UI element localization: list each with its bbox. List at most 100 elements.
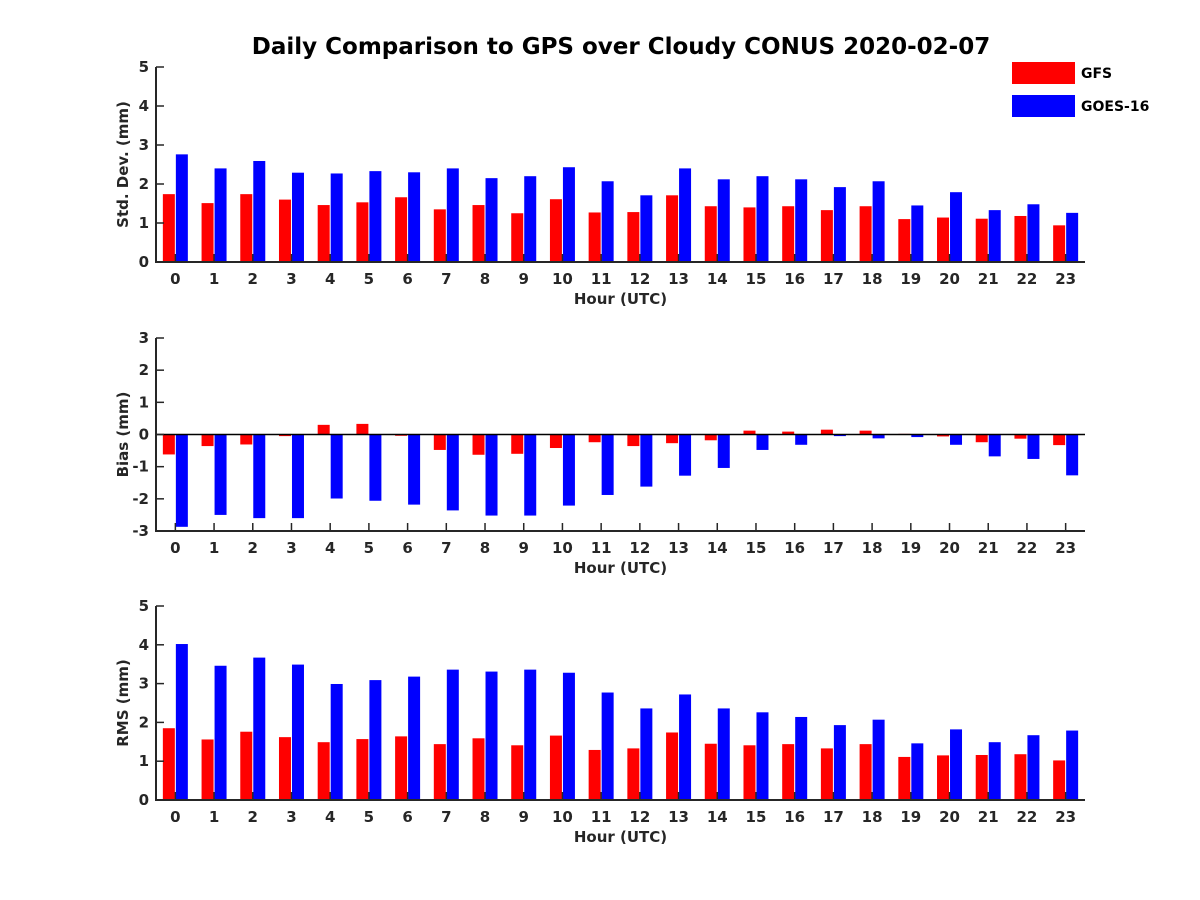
y-tick-label-0-2: 2 xyxy=(139,175,149,193)
bar-p1-gfs-h11 xyxy=(588,434,601,443)
bar-p2-gfs-h22 xyxy=(1014,754,1027,800)
bar-p1-goes16-h16 xyxy=(795,434,808,445)
bar-p1-goes16-h15 xyxy=(756,434,769,450)
x-tick-label-1-11: 11 xyxy=(591,539,612,557)
bar-p2-goes16-h11 xyxy=(601,692,614,800)
bar-p1-gfs-h9 xyxy=(511,434,524,454)
x-tick-label-1-4: 4 xyxy=(325,539,335,557)
x-axis-label-0: Hour (UTC) xyxy=(574,290,667,308)
bar-p0-gfs-h9 xyxy=(511,213,524,262)
bar-p0-gfs-h19 xyxy=(898,219,911,262)
bar-p2-gfs-h6 xyxy=(395,736,408,800)
x-tick-label-0-0: 0 xyxy=(170,270,180,288)
x-tick-label-0-3: 3 xyxy=(286,270,296,288)
bar-p2-gfs-h1 xyxy=(201,739,214,800)
bar-p2-goes16-h3 xyxy=(291,664,304,800)
bar-p2-gfs-h5 xyxy=(356,739,369,800)
bar-p1-gfs-h4 xyxy=(317,424,330,435)
bar-p2-gfs-h13 xyxy=(666,732,679,800)
x-tick-label-2-13: 13 xyxy=(668,808,689,826)
legend-label-0: GFS xyxy=(1081,66,1112,82)
bar-p2-gfs-h23 xyxy=(1053,760,1066,800)
y-tick-label-2-1: 1 xyxy=(139,752,149,770)
y-tick-label-2-0: 0 xyxy=(139,791,149,809)
x-tick-label-1-6: 6 xyxy=(402,539,412,557)
bar-p2-goes16-h12 xyxy=(640,708,653,800)
bar-p2-goes16-h23 xyxy=(1066,730,1079,800)
bar-p0-gfs-h11 xyxy=(588,212,601,262)
x-tick-label-0-17: 17 xyxy=(823,270,844,288)
x-tick-label-1-8: 8 xyxy=(480,539,490,557)
bar-p1-goes16-h20 xyxy=(950,434,963,445)
bar-p1-goes16-h18 xyxy=(872,434,885,439)
bar-p1-gfs-h23 xyxy=(1053,434,1066,446)
bar-p1-goes16-h17 xyxy=(833,434,846,437)
x-tick-label-2-23: 23 xyxy=(1055,808,1076,826)
x-tick-label-2-6: 6 xyxy=(402,808,412,826)
bar-p1-gfs-h21 xyxy=(975,434,988,443)
y-tick-label-0-1: 1 xyxy=(139,214,149,232)
bar-p1-gfs-h14 xyxy=(704,434,717,441)
bar-p2-gfs-h18 xyxy=(859,744,872,800)
x-axis-label-1: Hour (UTC) xyxy=(574,559,667,577)
bar-p2-gfs-h11 xyxy=(588,749,601,800)
bar-p0-gfs-h18 xyxy=(859,206,872,262)
y-tick-label-1-2: -1 xyxy=(132,458,149,476)
y-tick-label-0-4: 4 xyxy=(139,97,149,115)
bar-p1-goes16-h23 xyxy=(1066,434,1079,476)
y-tick-label-0-3: 3 xyxy=(139,136,149,154)
bar-p0-goes16-h2 xyxy=(253,160,266,262)
bar-p2-goes16-h2 xyxy=(253,657,266,800)
bar-p0-gfs-h2 xyxy=(240,194,253,262)
bar-p2-goes16-h5 xyxy=(369,680,382,800)
x-tick-label-1-18: 18 xyxy=(862,539,883,557)
x-tick-label-0-22: 22 xyxy=(1017,270,1038,288)
x-tick-label-1-14: 14 xyxy=(707,539,728,557)
bar-p2-gfs-h15 xyxy=(743,745,756,800)
bar-p2-gfs-h4 xyxy=(317,742,330,800)
bar-p0-goes16-h18 xyxy=(872,181,885,262)
bar-p1-goes16-h13 xyxy=(679,434,692,476)
bar-p1-goes16-h19 xyxy=(911,434,924,438)
bar-p1-gfs-h7 xyxy=(433,434,446,450)
legend-swatch-0 xyxy=(1012,62,1075,84)
bar-p1-goes16-h4 xyxy=(330,434,343,499)
bar-p2-goes16-h19 xyxy=(911,743,924,800)
bar-p1-gfs-h1 xyxy=(201,434,214,447)
bar-p0-gfs-h0 xyxy=(162,194,175,262)
bar-p2-goes16-h18 xyxy=(872,719,885,800)
bar-p0-gfs-h13 xyxy=(666,195,679,262)
bar-p1-gfs-h16 xyxy=(782,431,795,435)
bar-p0-gfs-h1 xyxy=(201,203,214,262)
bar-p0-goes16-h19 xyxy=(911,205,924,262)
y-tick-label-0-0: 0 xyxy=(139,253,149,271)
bar-p2-gfs-h3 xyxy=(278,737,291,800)
bar-p2-goes16-h22 xyxy=(1027,735,1040,800)
x-tick-label-2-8: 8 xyxy=(480,808,490,826)
x-tick-label-1-9: 9 xyxy=(519,539,529,557)
x-tick-label-0-14: 14 xyxy=(707,270,728,288)
y-tick-label-1-1: -2 xyxy=(132,490,149,508)
bar-p2-gfs-h14 xyxy=(704,743,717,800)
bar-p1-goes16-h2 xyxy=(253,434,266,519)
bar-p1-gfs-h12 xyxy=(627,434,640,447)
bar-p1-goes16-h11 xyxy=(601,434,614,495)
x-tick-label-0-23: 23 xyxy=(1055,270,1076,288)
bar-p2-goes16-h20 xyxy=(950,729,963,800)
y-tick-label-2-5: 5 xyxy=(139,597,149,615)
x-tick-label-1-19: 19 xyxy=(900,539,921,557)
x-tick-label-0-13: 13 xyxy=(668,270,689,288)
bar-p1-gfs-h10 xyxy=(549,434,562,449)
bar-p2-gfs-h19 xyxy=(898,756,911,800)
bar-p2-gfs-h21 xyxy=(975,754,988,800)
bar-p2-goes16-h21 xyxy=(988,742,1001,800)
bar-p0-gfs-h10 xyxy=(549,199,562,262)
x-tick-label-2-15: 15 xyxy=(746,808,767,826)
bar-p0-gfs-h6 xyxy=(395,197,408,262)
y-tick-label-1-5: 2 xyxy=(139,361,149,379)
bar-p0-goes16-h6 xyxy=(408,172,421,262)
bar-p0-goes16-h15 xyxy=(756,176,769,262)
